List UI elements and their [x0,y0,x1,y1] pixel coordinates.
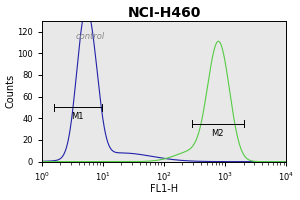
Y-axis label: Counts: Counts [6,74,16,108]
Text: M2: M2 [211,129,224,138]
Text: M1: M1 [72,112,84,121]
Text: control: control [75,32,105,41]
X-axis label: FL1-H: FL1-H [150,184,178,194]
Title: NCI-H460: NCI-H460 [128,6,201,20]
